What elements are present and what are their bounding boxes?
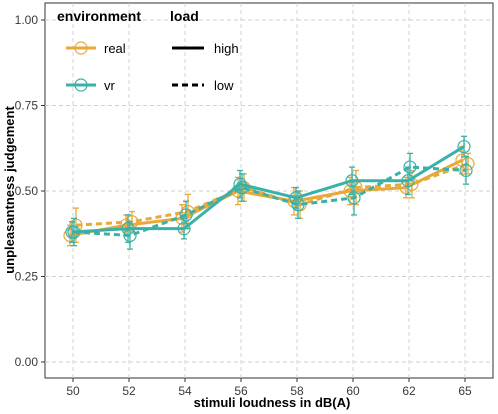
data-point [457, 139, 471, 154]
x-tick-label: 65 [458, 384, 472, 398]
data-point [67, 225, 81, 239]
legend-load-title: load [170, 8, 199, 24]
data-point [177, 222, 191, 236]
x-tick-label: 50 [66, 384, 80, 398]
x-tick-label: 52 [122, 384, 136, 398]
grid [41, 2, 494, 382]
legend-label-low: low [214, 78, 234, 93]
legend-label-real: real [104, 41, 126, 56]
series-line [75, 162, 469, 227]
y-tick-label: 0.25 [15, 270, 39, 284]
y-tick-label: 0.50 [15, 184, 39, 198]
series-line [71, 145, 465, 234]
y-tick-label: 0.75 [15, 99, 39, 113]
data-point [235, 180, 249, 195]
data-point [123, 228, 137, 243]
x-tick-label: 62 [402, 384, 416, 398]
data-point [345, 174, 359, 188]
y-tick-label: 1.00 [15, 13, 39, 27]
data-point [459, 163, 473, 178]
data-point [179, 208, 193, 222]
legend-key-point [74, 78, 88, 92]
data-point [403, 160, 417, 174]
legend: environment load real vr high low [57, 8, 239, 93]
x-tick-label: 58 [290, 384, 304, 398]
data-point [291, 198, 305, 212]
data-point [461, 157, 475, 171]
legend-label-vr: vr [104, 78, 116, 93]
y-tick-label: 0.00 [15, 355, 39, 369]
data-point [401, 174, 415, 188]
x-tick-label: 56 [234, 384, 248, 398]
legend-environment-title: environment [57, 8, 141, 24]
y-axis-title: unpleasantness judgement [2, 106, 17, 274]
x-axis-title: stimuli loudness in dB(A) [194, 395, 351, 410]
x-tick-label: 60 [346, 384, 360, 398]
x-tick-label: 54 [178, 384, 192, 398]
data-point [347, 191, 361, 205]
series-vr-low [67, 152, 473, 250]
legend-key-point [74, 41, 88, 55]
legend-label-high: high [214, 41, 239, 56]
